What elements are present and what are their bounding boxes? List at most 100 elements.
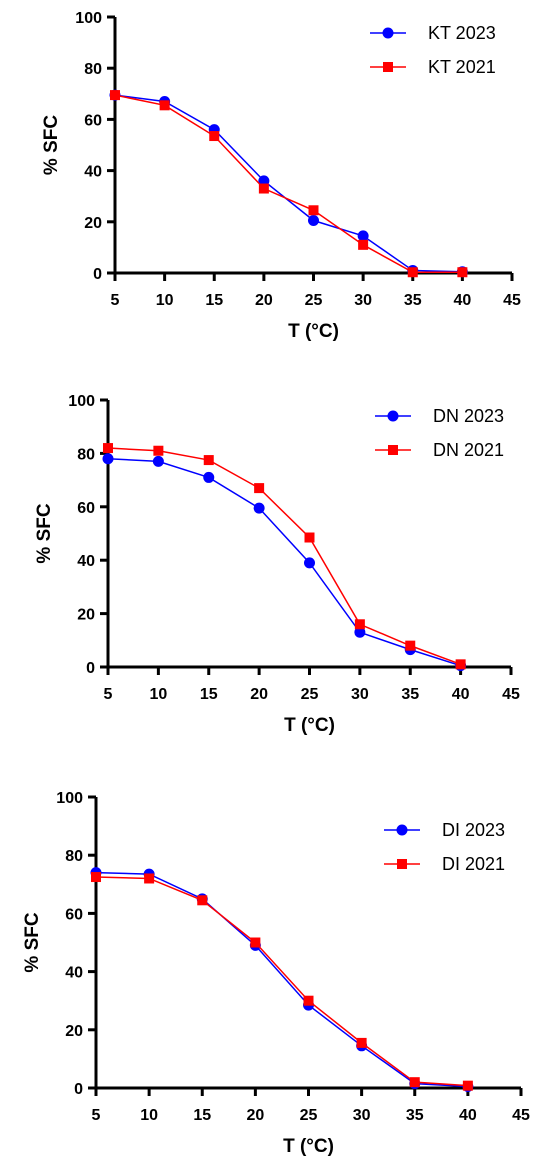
- legend-marker: [383, 62, 393, 72]
- x-tick-label: 35: [401, 686, 419, 703]
- y-tick-label: 0: [86, 660, 95, 677]
- x-tick-label: 40: [459, 1107, 477, 1124]
- chart-panel-3: 0 20 40 60 80 100 5 10 15 20 25 30 35 40 45 T (°C) % SFC…: [22, 790, 530, 1157]
- data-point: [356, 1037, 367, 1048]
- data-point: [197, 895, 208, 906]
- data-point: [357, 230, 369, 242]
- x-tick-label: 45: [502, 686, 520, 703]
- data-point: [354, 626, 366, 638]
- y-tick-label: 40: [65, 965, 83, 982]
- x-tick-label: 30: [351, 686, 369, 703]
- data-point: [203, 455, 214, 466]
- legend-label: DI 2021: [442, 854, 505, 874]
- x-axis-title: T (°C): [284, 715, 335, 736]
- x-tick-label: 15: [205, 292, 223, 309]
- y-axis-title: % SFC: [34, 503, 55, 563]
- series-1: [102, 453, 467, 672]
- y-tick-label: 40: [77, 553, 95, 570]
- y-tick-label: 60: [77, 500, 95, 517]
- data-point: [457, 267, 468, 278]
- data-point: [304, 532, 315, 543]
- y-axis-title: % SFC: [22, 912, 43, 972]
- series-2: [103, 443, 466, 670]
- data-point: [203, 471, 215, 483]
- data-point: [304, 557, 315, 569]
- data-point: [144, 873, 155, 884]
- x-tick-label: 45: [512, 1107, 530, 1124]
- data-point: [209, 131, 220, 142]
- x-tick-label: 30: [354, 292, 372, 309]
- data-point: [102, 453, 114, 465]
- chart-panel-1: 0 20 40 60 80 100 5 10 15 20 25 30 35 40 45 T (°C) % SFC…: [41, 10, 521, 342]
- y-tick-label: 80: [65, 848, 83, 865]
- legend-label: DN 2021: [433, 440, 504, 460]
- x-tick-label: 20: [250, 686, 268, 703]
- x-tick-label: 5: [92, 1107, 101, 1124]
- data-point: [407, 267, 418, 278]
- data-point: [358, 239, 369, 250]
- data-point: [153, 445, 164, 456]
- x-tick-label: 35: [406, 1107, 424, 1124]
- data-point: [110, 90, 120, 101]
- legend: KT 2023 KT 2021: [370, 23, 496, 77]
- y-tick-label: 100: [75, 10, 102, 27]
- data-point: [91, 872, 101, 883]
- y-axis-title: % SFC: [41, 115, 62, 175]
- x-tick-label: 40: [453, 292, 471, 309]
- y-tick-label: 60: [65, 906, 83, 923]
- series-line: [95, 871, 468, 1088]
- data-point: [152, 455, 164, 467]
- y-tick-label: 0: [93, 266, 102, 283]
- series-1: [109, 89, 468, 278]
- x-tick-label: 10: [156, 292, 174, 309]
- series-line: [107, 457, 461, 667]
- data-point: [405, 640, 416, 651]
- series-2: [91, 872, 473, 1091]
- series-line: [114, 94, 463, 273]
- x-tick-label: 10: [149, 686, 167, 703]
- y-tick-label: 80: [77, 446, 95, 463]
- y-tick-label: 20: [77, 607, 95, 624]
- data-point: [103, 443, 113, 454]
- data-point: [253, 502, 265, 514]
- data-point: [409, 1077, 420, 1088]
- x-axis-title: T (°C): [288, 321, 339, 342]
- x-tick-label: 35: [404, 292, 422, 309]
- legend: DN 2023 DN 2021: [375, 406, 504, 460]
- y-tick-label: 100: [68, 393, 95, 410]
- data-point: [462, 1080, 473, 1091]
- y-tick-label: 40: [84, 164, 102, 181]
- legend-label: KT 2021: [428, 57, 496, 77]
- x-tick-label: 25: [305, 292, 323, 309]
- legend-label: DN 2023: [433, 406, 504, 426]
- y-tick-label: 20: [65, 1023, 83, 1040]
- y-tick-label: 100: [56, 790, 83, 807]
- x-tick-label: 5: [104, 686, 113, 703]
- data-point: [308, 205, 319, 216]
- x-axis-title: T (°C): [283, 1136, 334, 1157]
- chart-panel-2: 0 20 40 60 80 100 5 10 15 20 25 30 35 40 45 T (°C) % SFC…: [34, 393, 520, 736]
- y-tick-label: 20: [84, 215, 102, 232]
- data-point: [258, 183, 269, 194]
- series-line: [107, 447, 461, 666]
- y-tick-label: 60: [84, 112, 102, 129]
- series-line: [95, 876, 468, 1087]
- x-tick-label: 15: [200, 686, 218, 703]
- series-line: [114, 94, 463, 273]
- series-1: [90, 867, 474, 1093]
- legend-label: KT 2023: [428, 23, 496, 43]
- data-point: [303, 995, 314, 1006]
- data-point: [254, 483, 265, 494]
- legend-marker: [387, 410, 399, 422]
- series-2: [110, 90, 468, 278]
- x-tick-label: 20: [255, 292, 273, 309]
- x-tick-label: 30: [353, 1107, 371, 1124]
- data-point: [354, 619, 365, 630]
- x-tick-label: 10: [140, 1107, 158, 1124]
- legend-label: DI 2023: [442, 820, 505, 840]
- x-tick-label: 15: [193, 1107, 211, 1124]
- x-tick-label: 5: [111, 292, 120, 309]
- legend-marker: [382, 27, 394, 39]
- data-point: [308, 215, 319, 227]
- data-point: [455, 659, 466, 670]
